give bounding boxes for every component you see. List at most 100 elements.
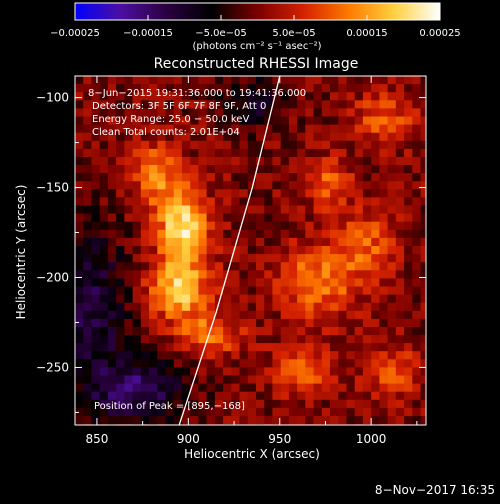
heatmap-cell	[272, 270, 282, 279]
heatmap-cell	[272, 246, 282, 255]
heatmap-cell	[412, 302, 422, 312]
heatmap-cell	[157, 270, 167, 279]
heatmap-cell	[231, 116, 241, 126]
heatmap-cell	[140, 310, 150, 320]
heatmap-cell	[198, 302, 208, 312]
heatmap-cell	[223, 189, 232, 198]
heatmap-cell	[404, 278, 413, 288]
heatmap-cell	[231, 399, 241, 409]
heatmap-cell	[190, 181, 199, 190]
heatmap-cell	[412, 173, 422, 182]
heatmap-cell	[83, 132, 92, 142]
heatmap-cell	[107, 100, 117, 109]
heatmap-cell	[280, 399, 290, 409]
heatmap-cell	[107, 221, 117, 231]
heatmap-cell	[256, 278, 265, 288]
heatmap-cell	[223, 294, 232, 304]
heatmap-cell	[124, 335, 134, 344]
heatmap-cell	[132, 246, 142, 255]
heatmap-cell	[354, 181, 364, 190]
heatmap-cell	[198, 246, 208, 255]
heatmap-cell	[256, 116, 265, 126]
heatmap-cell	[313, 327, 323, 336]
heatmap-cell	[239, 335, 249, 344]
heatmap-cell	[99, 407, 109, 417]
heatmap-cell	[239, 157, 249, 166]
heatmap-cell	[173, 391, 183, 401]
heatmap-cell	[429, 295, 438, 304]
heatmap-cell	[288, 383, 298, 393]
heatmap-cell	[149, 310, 158, 320]
heatmap-cell	[280, 221, 290, 231]
heatmap-cell	[190, 416, 199, 425]
heatmap-cell	[91, 302, 101, 312]
heatmap-cell	[239, 407, 249, 417]
heatmap-cell	[387, 148, 397, 158]
heatmap-cell	[313, 76, 323, 85]
heatmap-cell	[371, 205, 380, 215]
heatmap-cell	[149, 302, 158, 312]
heatmap-cell	[338, 278, 348, 288]
heatmap-cell	[412, 124, 422, 134]
heatmap-cell	[256, 286, 265, 296]
heatmap-cell	[91, 221, 101, 231]
heatmap-cell	[240, 432, 249, 441]
heatmap-cell	[272, 416, 282, 425]
heatmap-cell	[330, 197, 339, 207]
heatmap-cell	[330, 318, 339, 328]
heatmap-cell	[140, 100, 150, 109]
heatmap-cell	[173, 132, 183, 142]
heatmap-cell	[305, 165, 315, 174]
heatmap-cell	[247, 302, 257, 312]
heatmap-cell	[362, 205, 372, 215]
heatmap-cell	[75, 124, 84, 134]
heatmap-cell	[338, 189, 348, 198]
heatmap-cell	[330, 262, 339, 271]
heatmap-cell	[354, 173, 364, 182]
heatmap-cell	[387, 359, 397, 368]
heatmap-cell	[124, 181, 134, 190]
heatmap-cell	[404, 92, 413, 101]
heatmap-cell	[223, 76, 232, 85]
heatmap-cell	[116, 318, 125, 328]
heatmap-cell	[83, 221, 92, 231]
heatmap-cell	[362, 399, 372, 409]
heatmap-cell	[412, 213, 422, 223]
heatmap-cell	[198, 407, 208, 417]
heatmap-cell	[346, 246, 356, 255]
heatmap-cell	[99, 84, 109, 93]
heatmap-cell	[395, 383, 405, 393]
heatmap-cell	[429, 173, 438, 182]
heatmap-cell	[190, 294, 199, 304]
heatmap-cell	[206, 229, 216, 239]
heatmap-cell	[91, 246, 101, 255]
heatmap-cell	[173, 246, 183, 255]
heatmap-cell	[297, 327, 306, 336]
heatmap-cell	[297, 254, 306, 263]
heatmap-cell	[321, 205, 331, 215]
heatmap-cell	[107, 148, 117, 158]
heatmap-cell	[280, 213, 290, 223]
heatmap-cell	[429, 181, 438, 190]
heatmap-cell	[165, 343, 175, 352]
heatmap-cell	[124, 375, 134, 385]
heatmap-cell	[420, 173, 426, 182]
heatmap-cell	[91, 335, 101, 344]
heatmap-cell	[321, 197, 331, 207]
heatmap-cell	[256, 383, 265, 393]
heatmap-cell	[313, 157, 323, 166]
heatmap-cell	[379, 181, 389, 190]
heatmap-cell	[321, 294, 331, 304]
heatmap-cell	[140, 383, 150, 393]
heatmap-cell	[91, 84, 101, 93]
heatmap-cell	[107, 359, 117, 368]
heatmap-cell	[330, 116, 339, 126]
heatmap-cell	[420, 84, 426, 93]
heatmap-cell	[354, 367, 364, 377]
heatmap-cell	[313, 197, 323, 207]
heatmap-cell	[256, 432, 265, 441]
heatmap-cell	[83, 229, 92, 239]
heatmap-cell	[371, 181, 380, 190]
heatmap-cell	[395, 213, 405, 223]
heatmap-cell	[91, 205, 101, 215]
